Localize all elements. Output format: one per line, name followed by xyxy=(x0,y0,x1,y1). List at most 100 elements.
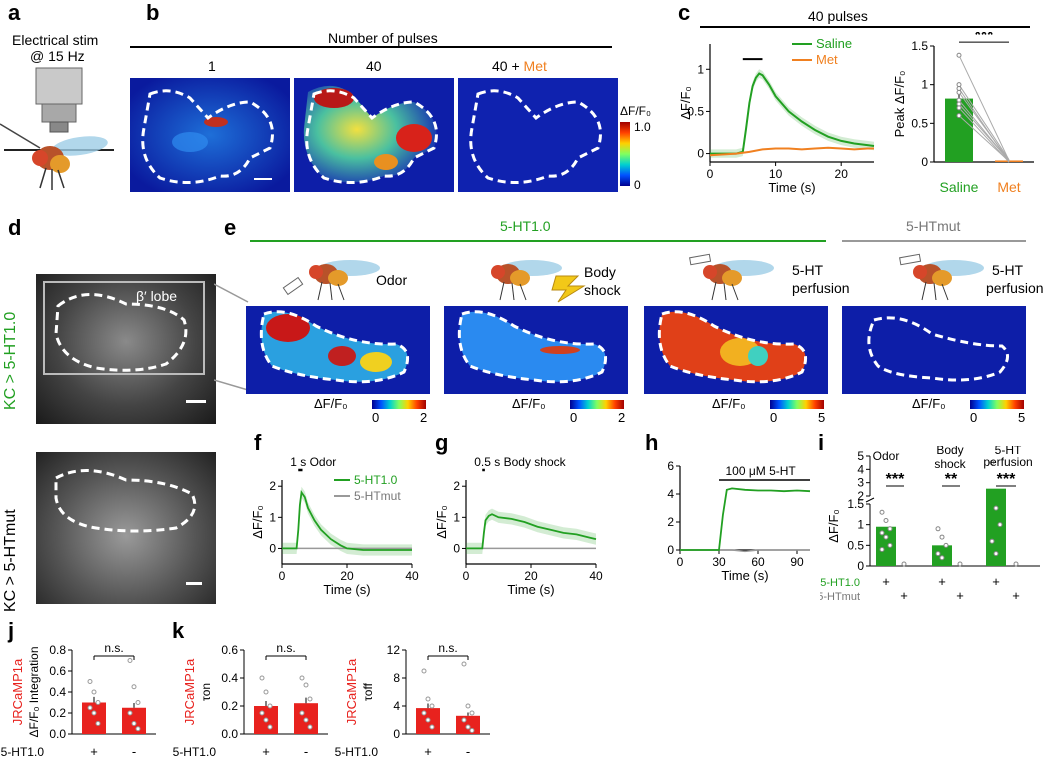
data-point xyxy=(131,684,137,690)
trace-sem xyxy=(466,508,596,554)
panel-label-j: j xyxy=(8,618,15,643)
chart-c-bar: 0 0.5 1 1.5 Peak ΔF/F₀ *** Saline Met xyxy=(892,32,1034,195)
data-point xyxy=(135,700,141,705)
chart-j: 0.0 0.2 0.4 0.6 0.8 JRCaMP1a ΔF/F₀ Integration… xyxy=(1,641,156,759)
sig-label: *** xyxy=(997,471,1016,488)
c-header-rule xyxy=(700,26,1030,28)
e-cbar1-label: ΔF/F₀ xyxy=(314,396,348,411)
row-label: 5-HT1.0 xyxy=(335,745,379,759)
series-line-met xyxy=(709,146,874,157)
x-tick-label: 20 xyxy=(835,167,849,181)
y-tick-label: 0.6 xyxy=(221,643,238,657)
sig-label: n.s. xyxy=(438,641,457,655)
e-stim3-l2: perfusion xyxy=(792,280,850,296)
x-tick-label: 40 xyxy=(589,569,603,583)
y-tick-label: 2 xyxy=(667,515,674,529)
data-point xyxy=(989,538,995,544)
x-tick-label: 0 xyxy=(463,569,470,583)
data-point xyxy=(465,724,471,730)
sig-label: *** xyxy=(886,471,905,488)
e-stim4-l1: 5-HT xyxy=(992,262,1024,278)
x-tick-label: 0 xyxy=(279,569,286,583)
x-minus: - xyxy=(466,744,470,759)
x-axis-label: Time (s) xyxy=(768,180,815,195)
d-image-bottom xyxy=(36,452,216,604)
x-tick-label: 20 xyxy=(340,569,354,583)
panel-label-a: a xyxy=(8,0,21,25)
b-col2-label: 40 xyxy=(366,58,382,74)
stim-label: 100 μM 5-HT xyxy=(726,464,797,478)
y-tick-label: 0.4 xyxy=(49,685,66,699)
y-tick-label: 1 xyxy=(697,62,704,76)
y-tick-label: 1 xyxy=(921,78,928,92)
y-label-measure: τon xyxy=(199,683,213,701)
x-minus: - xyxy=(132,744,136,759)
data-point xyxy=(87,679,93,684)
e-fly-shock-icon xyxy=(491,260,586,303)
b-header: Number of pulses xyxy=(328,30,438,46)
panel-label-k: k xyxy=(172,618,185,643)
cond-5ht-l2: perfusion xyxy=(983,455,1032,469)
y-axis-label: Peak ΔF/F₀ xyxy=(892,71,907,138)
y-tick-label: 4 xyxy=(667,487,674,501)
microscope-illustration xyxy=(0,67,114,190)
stim-label: 1 s Odor xyxy=(290,455,336,469)
x-tick-label: 60 xyxy=(751,555,765,569)
objective-lens xyxy=(41,103,77,123)
sig-label: ** xyxy=(945,471,958,488)
bar-4 xyxy=(986,488,1006,566)
y-axis-label: ΔF/F₀ xyxy=(250,505,265,539)
e-stim2-l2: shock xyxy=(584,282,621,298)
x-plus: + xyxy=(262,744,270,759)
e-cbar4-max: 5 xyxy=(1018,410,1026,425)
data-point xyxy=(127,710,133,716)
b-colorbar xyxy=(620,122,630,186)
data-point xyxy=(127,658,133,663)
panel-label-c: c xyxy=(678,0,691,25)
e-cbar3-min: 0 xyxy=(770,410,778,425)
cond-shock-l1: Body xyxy=(936,446,963,457)
data-point xyxy=(935,551,941,557)
trace-sensor xyxy=(466,513,597,550)
data-point xyxy=(1013,561,1019,567)
electrode xyxy=(0,123,41,149)
stim-label-line2: @ 15 Hz xyxy=(30,48,85,64)
bar-0 xyxy=(82,702,106,734)
sig-label: n.s. xyxy=(104,641,123,655)
e-cbar4-min: 0 xyxy=(970,410,978,425)
x-cat-saline: Saline xyxy=(940,179,979,195)
y-tick-label: 0.5 xyxy=(911,116,928,130)
y-tick-label: 2 xyxy=(857,489,864,503)
plus: + xyxy=(882,574,890,589)
x-plus: + xyxy=(90,744,98,759)
panel-label-h: h xyxy=(645,430,659,455)
data-point xyxy=(956,89,962,95)
e-cbar1-min: 0 xyxy=(372,410,380,425)
b-cbar-max: 1.0 xyxy=(634,120,651,134)
data-point xyxy=(956,113,962,119)
data-point xyxy=(95,700,101,705)
e-heatmap-mut xyxy=(842,306,1026,394)
data-point xyxy=(469,710,475,716)
data-point xyxy=(956,105,962,111)
data-point xyxy=(299,710,305,716)
paired-line xyxy=(958,115,1010,162)
y-tick-label: 0 xyxy=(393,727,400,741)
legend-met: Met xyxy=(816,52,838,67)
trace-sensor xyxy=(282,489,412,551)
y-tick-label: 0 xyxy=(269,541,276,555)
c-header: 40 pulses xyxy=(808,8,868,24)
panel-label-g: g xyxy=(435,430,449,455)
y-tick-label: 12 xyxy=(387,643,401,657)
stim-label-line1: Electrical stim xyxy=(12,32,99,48)
e-stim1: Odor xyxy=(376,272,408,288)
e-heatmap-5ht xyxy=(644,306,828,394)
x-cat-met: Met xyxy=(997,179,1020,195)
y-tick-label: 0.4 xyxy=(221,671,238,685)
y-tick-label: 8 xyxy=(393,671,400,685)
panel-label-f: f xyxy=(254,430,262,455)
e-fly-perfusion-mut-icon xyxy=(899,253,984,301)
data-point xyxy=(993,505,999,511)
